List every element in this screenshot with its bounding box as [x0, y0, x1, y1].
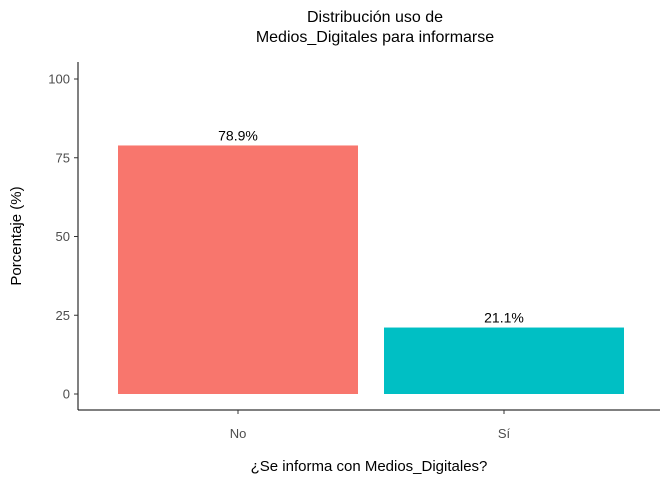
y-tick-label-0: 0: [63, 387, 70, 402]
bars-layer: [118, 145, 624, 394]
y-axis-title: Porcentaje (%): [8, 186, 25, 285]
y-tick-label-100: 100: [48, 72, 70, 87]
x-ticks-layer: No Sí: [230, 410, 511, 441]
x-tick-label-1: Sí: [498, 426, 511, 441]
bar-s-: [384, 327, 624, 394]
y-tick-label-25: 25: [56, 308, 70, 323]
y-tick-label-50: 50: [56, 229, 70, 244]
x-axis-title: ¿Se informa con Medios_Digitales?: [251, 458, 488, 475]
chart-title-line-1: Distribución uso de: [307, 9, 443, 26]
data-labels-layer: 78.9% 21.1%: [218, 127, 524, 325]
data-label-1: 21.1%: [484, 310, 524, 326]
chart-title-line-2: Medios_Digitales para informarse: [256, 29, 494, 46]
y-ticks-layer: 0 25 50 75 100: [48, 72, 78, 402]
y-tick-label-75: 75: [56, 150, 70, 165]
data-label-0: 78.9%: [218, 127, 258, 143]
bar-no: [118, 145, 358, 394]
x-tick-label-0: No: [230, 426, 247, 441]
